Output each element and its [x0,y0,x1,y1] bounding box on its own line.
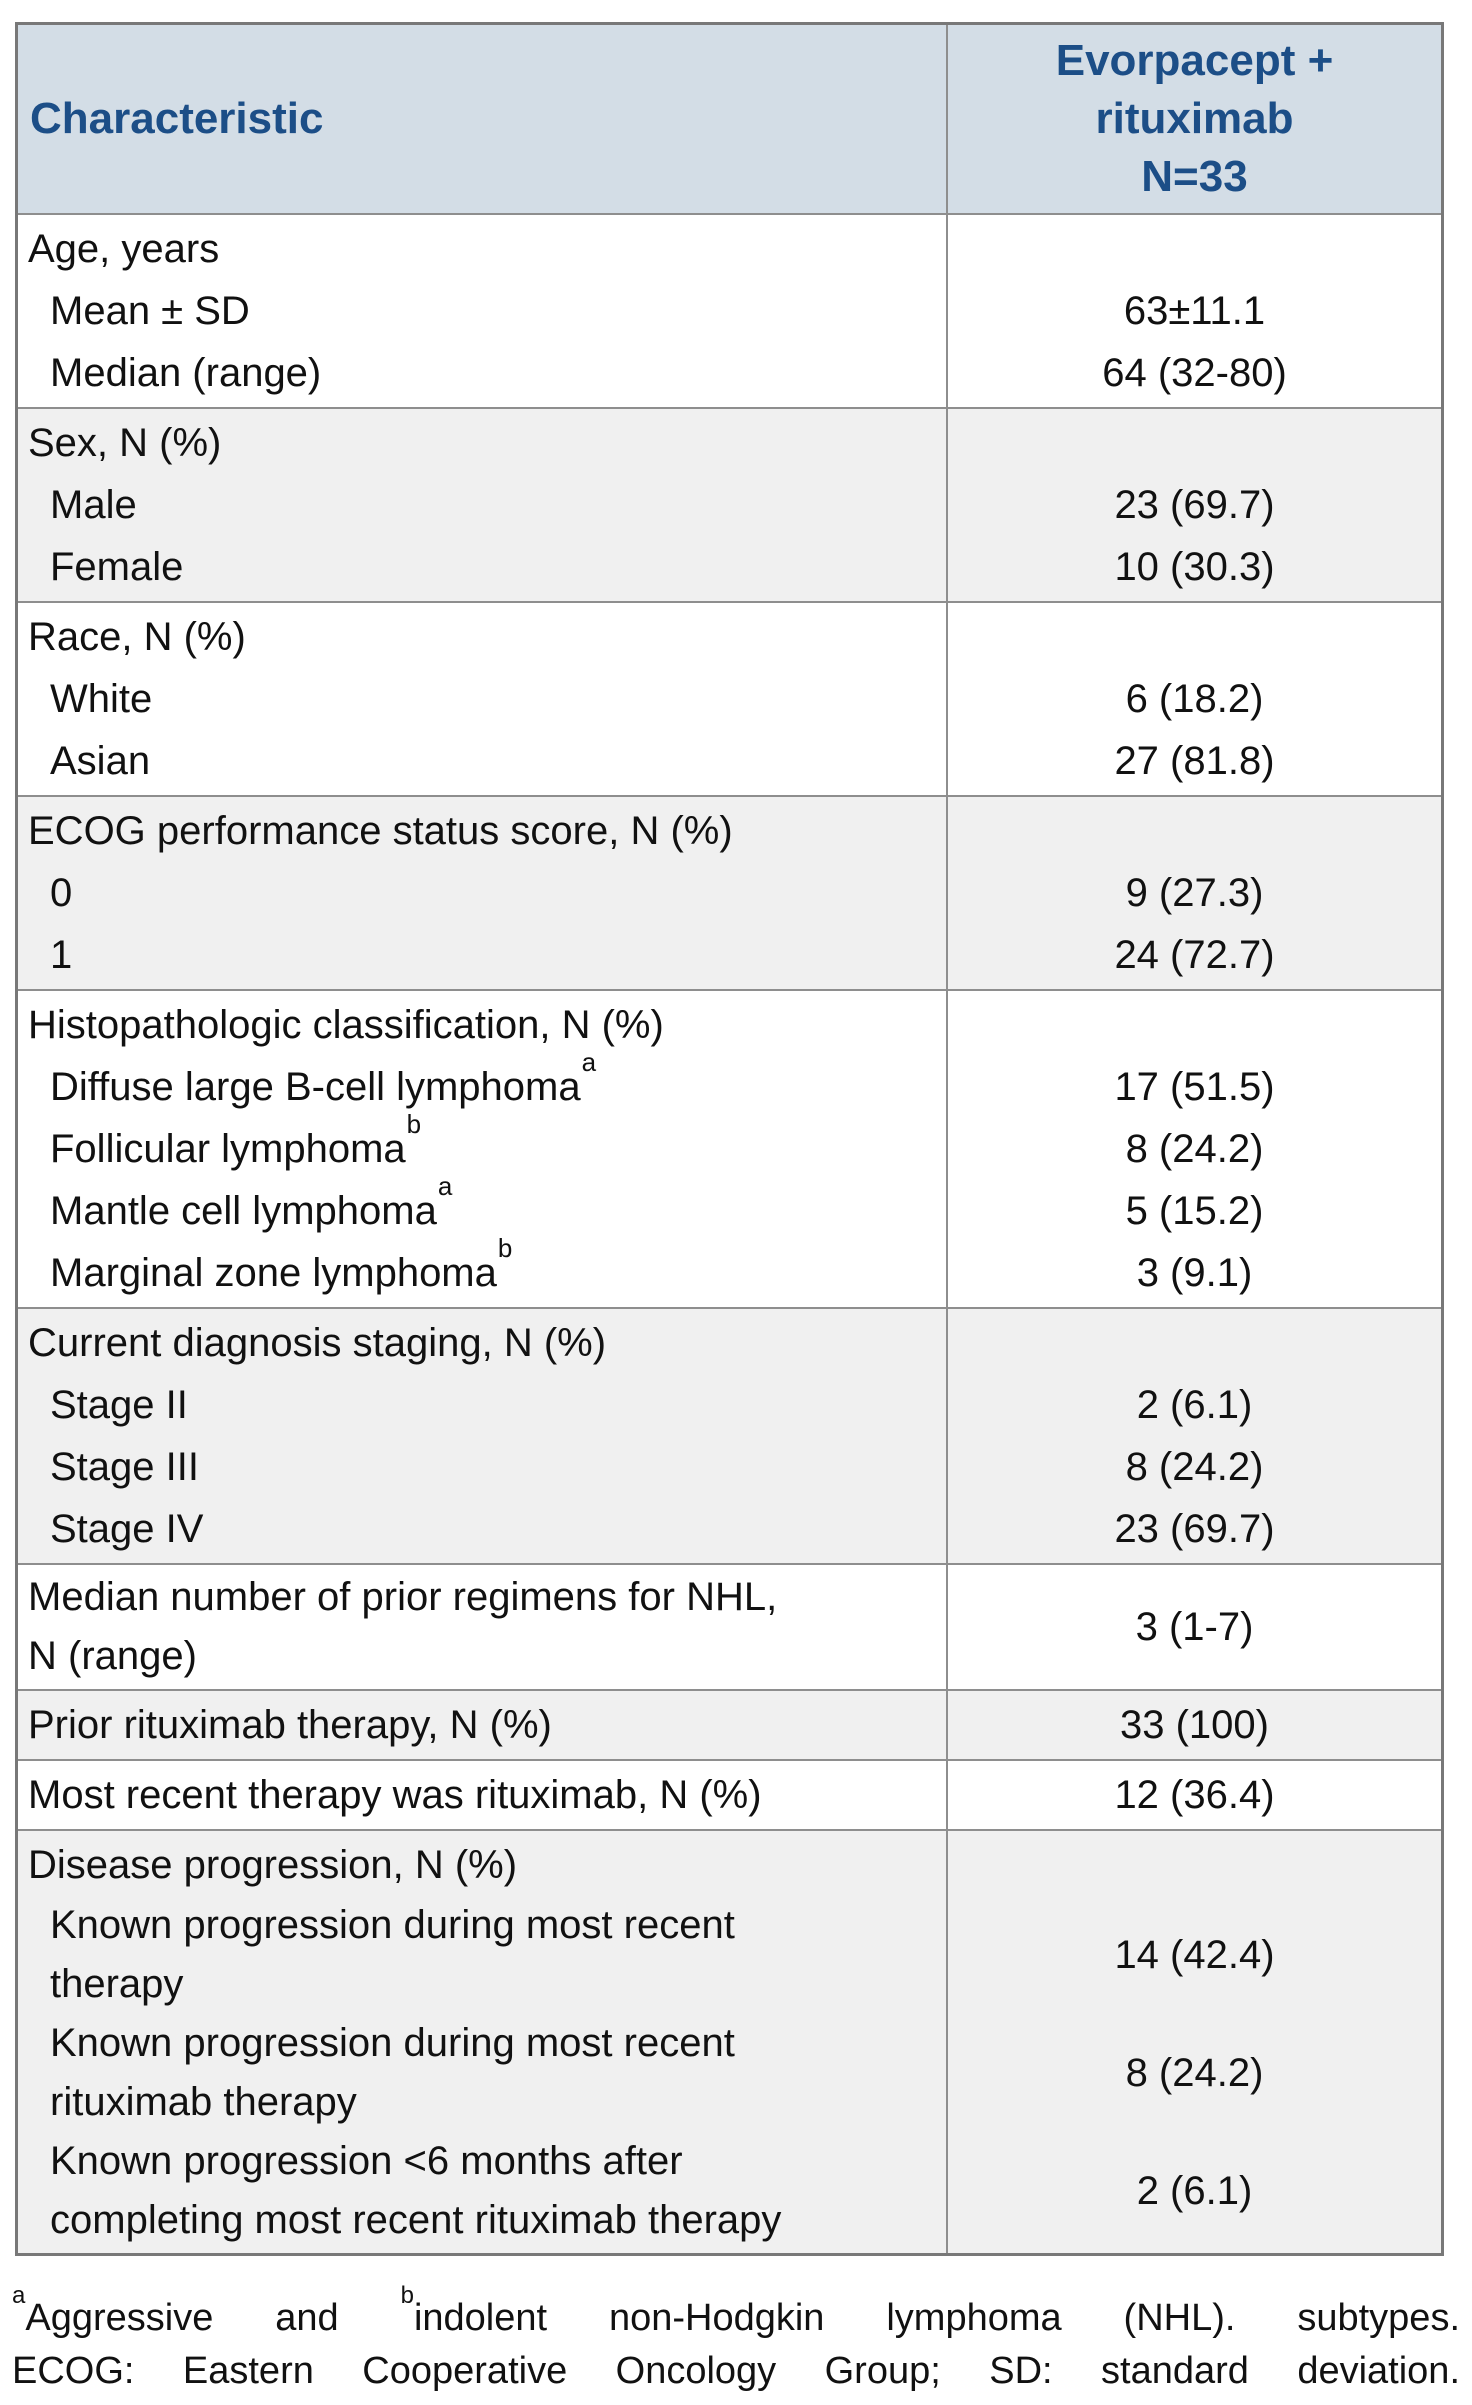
header-cell-characteristic: Characteristic [18,25,948,213]
row-value-spacer [948,412,1441,474]
row-label: Asian [50,739,151,783]
section-ecog-performance-status: ECOG performance status score, N (%) 0 1… [18,797,1441,991]
section-label: Disease progression, N (%) [28,1843,518,1887]
treatment-arm-line-2: rituximab [1095,94,1294,143]
row-value: 8 (24.2) [1125,2051,1264,2095]
row-label: Known progression during most recent the… [50,1903,735,2006]
treatment-arm-line-1: Evorpacept + [1055,36,1334,85]
row-label: Mean ± SD [50,289,250,333]
footnote-marker: b [406,1108,422,1139]
treatment-arm-line-3: N=33 [1141,152,1248,201]
section-label: ECOG performance status score, N (%) [28,809,733,853]
footnote-marker-a: a [12,2282,26,2310]
row-value: 5 (15.2) [1125,1189,1264,1233]
footnote-marker: b [497,1232,513,1263]
row-value: 33 (100) [1120,1703,1269,1747]
row-label: Stage IV [50,1507,204,1551]
row-value: 64 (32-80) [1102,351,1287,395]
row-value-spacer [948,994,1441,1056]
section-prior-rituximab-therapy: Prior rituximab therapy, N (%) 33 (100) [18,1691,1441,1761]
row-value: 23 (69.7) [1114,483,1275,527]
footnote-marker-b: b [400,2282,414,2310]
row-value: 12 (36.4) [1114,1773,1275,1817]
row-label: Marginal zone lymphomab [50,1232,513,1295]
row-label: Median (range) [50,351,322,395]
row-value: 3 (1-7) [1135,1605,1254,1649]
row-value: 2 (6.1) [1136,1383,1253,1427]
footnote-line-2: ECOG: Eastern Cooperative Oncology Group… [12,2350,1460,2392]
row-value: 10 (30.3) [1114,545,1275,589]
table-header-row: Characteristic Evorpacept + rituximab N=… [18,25,1441,215]
row-label: White [50,677,153,721]
characteristics-table: Characteristic Evorpacept + rituximab N=… [15,22,1444,2256]
section-age: Age, years Mean ± SD Median (range) 63±1… [18,215,1441,409]
row-value: 9 (27.3) [1125,871,1264,915]
row-value: 2 (6.1) [1136,2169,1253,2213]
section-most-recent-therapy-rituximab: Most recent therapy was rituximab, N (%)… [18,1761,1441,1831]
row-label: Known progression <6 months after comple… [50,2139,782,2242]
footnotes: aAggressive and bindolent non-Hodgkin ly… [12,2284,1461,2398]
row-label: Stage II [50,1383,188,1427]
row-value: 24 (72.7) [1114,933,1275,977]
section-race: Race, N (%) White Asian 6 (18.2) 27 (81.… [18,603,1441,797]
footnote-marker: a [437,1170,453,1201]
row-value: 17 (51.5) [1114,1065,1275,1109]
section-label: Histopathologic classification, N (%) [28,1003,664,1047]
row-label: Male [50,483,137,527]
section-label: Sex, N (%) [28,421,222,465]
row-value: 63±11.1 [1123,289,1266,333]
section-label: Current diagnosis staging, N (%) [28,1321,607,1365]
row-value: 8 (24.2) [1125,1127,1264,1171]
row-label: 0 [50,871,73,915]
row-label: Follicular lymphomab [50,1108,422,1171]
section-current-diagnosis-staging: Current diagnosis staging, N (%) Stage I… [18,1309,1441,1565]
section-histopathologic-classification: Histopathologic classification, N (%) Di… [18,991,1441,1309]
row-value-spacer [948,1312,1441,1374]
row-value: 6 (18.2) [1125,677,1264,721]
row-value-spacer [948,800,1441,862]
footnote-text: indolent non-Hodgkin lymphoma (NHL). sub… [413,2297,1461,2339]
row-value: 8 (24.2) [1125,1445,1264,1489]
row-value: 23 (69.7) [1114,1507,1275,1551]
row-value-spacer [948,606,1441,668]
row-label: Mantle cell lymphomaa [50,1170,453,1233]
section-prior-regimens: Median number of prior regimens for NHL,… [18,1565,1441,1691]
section-label: Median number of prior regimens for NHL,… [28,1575,778,1678]
section-label: Most recent therapy was rituximab, N (%) [28,1773,762,1817]
section-disease-progression: Disease progression, N (%) Known progres… [18,1831,1441,2253]
footnote-text: Aggressive and [25,2297,401,2339]
row-label: Known progression during most recent rit… [50,2021,735,2124]
row-value-spacer [948,1834,1441,1896]
footnote-line-1: aAggressive and bindolent non-Hodgkin ly… [12,2284,1461,2345]
section-label: Age, years [28,227,220,271]
section-sex: Sex, N (%) Male Female 23 (69.7) 10 (30.… [18,409,1441,603]
row-label: Female [50,545,184,589]
header-cell-treatment-arm: Evorpacept + rituximab N=33 [948,25,1441,213]
row-value: 3 (9.1) [1136,1251,1253,1295]
row-label: Stage III [50,1445,199,1489]
section-label: Race, N (%) [28,615,246,659]
section-label: Prior rituximab therapy, N (%) [28,1703,552,1747]
row-value-spacer [948,218,1441,280]
row-label: Diffuse large B-cell lymphomaa [50,1046,597,1109]
row-label: 1 [50,933,73,977]
row-value: 14 (42.4) [1114,1933,1275,1977]
row-value: 27 (81.8) [1114,739,1275,783]
footnote-marker: a [581,1046,597,1077]
header-characteristic-label: Characteristic [30,94,324,143]
